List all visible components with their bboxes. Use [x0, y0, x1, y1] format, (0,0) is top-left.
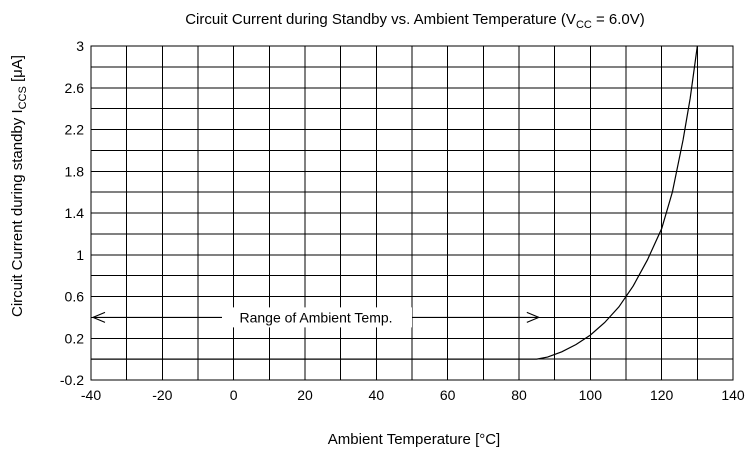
- x-tick-label: -40: [81, 387, 101, 403]
- x-tick-label: 140: [721, 387, 745, 403]
- y-tick-label: 2.6: [65, 80, 85, 96]
- x-tick-label: 80: [511, 387, 527, 403]
- range-arrow-left-head: [91, 311, 106, 323]
- series-line: [91, 45, 698, 360]
- grid-layer: [90, 45, 734, 381]
- x-tick-label: 20: [297, 387, 313, 403]
- range-label-background: [222, 307, 412, 328]
- x-tick-label: -20: [152, 387, 172, 403]
- y-tick-label: 1: [76, 247, 84, 263]
- y-tick-label: 2.2: [65, 122, 85, 138]
- y-axis-label-tail: [μA]: [9, 55, 26, 86]
- y-tick-label: 0.6: [65, 289, 85, 305]
- y-axis-label-subscript: CCS: [17, 86, 29, 109]
- x-tick-label: 60: [440, 387, 456, 403]
- plot-frame: [90, 45, 734, 381]
- chart-title: Circuit Current during Standby vs. Ambie…: [185, 11, 645, 31]
- y-axis-label: Circuit Current during standby ICCS [μA]: [9, 55, 29, 317]
- chart-title-tail: = 6.0V): [592, 11, 645, 28]
- y-axis-label-main: Circuit Current during standby I: [9, 109, 26, 317]
- annotation-layer: Range of Ambient Temp.: [91, 307, 541, 328]
- y-tick-label: -0.2: [60, 372, 84, 388]
- x-axis-label: Ambient Temperature [°C]: [328, 431, 500, 448]
- y-tick-label: 1.4: [65, 205, 85, 221]
- tick-layer: -40 -20 0 20 40 60 80 100 120 140 -0.2 0.2 0.6 1 1.4 1.…: [60, 38, 745, 403]
- range-arrow-right-head: [526, 311, 541, 323]
- chart-title-main: Circuit Current during Standby vs. Ambie…: [185, 11, 576, 28]
- y-tick-label: 0.2: [65, 330, 85, 346]
- x-tick-label: 40: [369, 387, 385, 403]
- x-tick-label: 0: [230, 387, 238, 403]
- x-tick-label: 100: [579, 387, 603, 403]
- y-tick-label: 3: [76, 38, 84, 54]
- range-annotation-label: Range of Ambient Temp.: [239, 309, 392, 325]
- series-layer: [91, 45, 698, 360]
- chart-title-subscript: CC: [576, 19, 592, 31]
- x-tick-label: 120: [650, 387, 674, 403]
- y-tick-label: 1.8: [65, 163, 85, 179]
